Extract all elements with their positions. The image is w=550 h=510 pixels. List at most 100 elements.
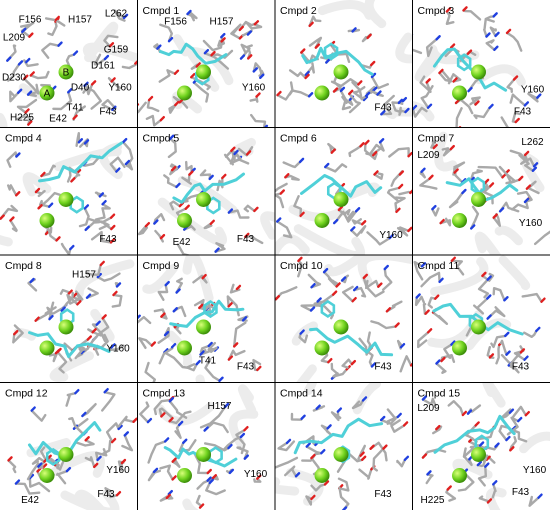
atom-tip xyxy=(270,467,273,470)
ribbon xyxy=(395,32,413,64)
residue-stick xyxy=(153,398,172,416)
panel-title: Cmpd 4 xyxy=(5,132,42,144)
atom-tip xyxy=(335,282,341,288)
ribbon xyxy=(434,131,458,172)
scene: Cmpd 12 Y160 E42 F43 xyxy=(5,387,138,510)
panel: Cmpd 10 F43 xyxy=(275,255,413,383)
residue-label: F43 xyxy=(99,107,117,118)
residue-stick xyxy=(84,456,96,468)
residue-stick xyxy=(419,75,432,93)
atom-tip xyxy=(227,443,233,450)
atom-tip xyxy=(0,214,5,220)
atom-tip xyxy=(182,438,188,444)
atom-tip xyxy=(115,167,121,173)
atom-tip xyxy=(72,114,78,120)
residue-stick xyxy=(101,203,111,217)
atom-tip xyxy=(198,503,205,509)
residue-stick xyxy=(523,329,538,338)
metal-sphere xyxy=(471,64,486,80)
atom-tip xyxy=(494,31,500,38)
atom-tip xyxy=(241,316,248,322)
residue-stick xyxy=(332,368,348,378)
residue-stick xyxy=(373,172,384,180)
atom-tip xyxy=(221,173,227,180)
atom-tip xyxy=(525,184,532,190)
atom-tip xyxy=(91,328,97,334)
residue-stick xyxy=(157,283,169,301)
atom-tip xyxy=(366,33,372,40)
atom-tip xyxy=(324,162,330,169)
metal-sphere xyxy=(333,192,349,207)
atom-tip xyxy=(339,86,346,93)
residue-stick xyxy=(181,173,192,185)
residue-stick xyxy=(34,189,46,198)
atom-tip xyxy=(235,284,242,291)
atom-tip xyxy=(326,424,332,430)
atom-tip xyxy=(109,213,116,219)
residue-stick xyxy=(41,42,60,59)
ribbon xyxy=(0,112,8,128)
panel: Cmpd 2 F43 xyxy=(276,0,413,120)
residue-stick xyxy=(513,345,526,361)
residue-label: Y160 xyxy=(523,465,547,476)
atom-tip xyxy=(299,329,305,335)
atom-tip xyxy=(370,60,376,67)
residue-stick xyxy=(290,412,303,421)
atom-tip xyxy=(23,74,29,80)
residue-stick xyxy=(441,147,452,157)
residue-stick xyxy=(476,456,488,468)
atom-tip xyxy=(198,303,204,310)
atom-tip xyxy=(379,415,386,422)
atom-tip xyxy=(449,43,456,49)
residue-stick xyxy=(419,177,438,190)
atom-tip xyxy=(86,335,93,341)
atom-tip xyxy=(450,256,456,263)
residue-stick xyxy=(85,263,102,276)
sphere-label: A xyxy=(44,89,51,100)
residue-stick xyxy=(6,44,17,62)
residue-label: E42 xyxy=(49,114,67,125)
residue-stick xyxy=(175,277,183,294)
ribbon xyxy=(317,0,374,20)
atom-tip xyxy=(223,402,230,409)
ribbon xyxy=(182,498,199,510)
ribbon xyxy=(482,382,506,408)
atom-tip xyxy=(297,256,303,263)
residue-stick xyxy=(199,346,218,356)
residue-stick xyxy=(509,149,529,163)
atom-tip xyxy=(98,192,105,198)
atom-tip xyxy=(300,48,306,54)
atom-tip xyxy=(29,277,35,284)
residue-stick xyxy=(511,199,529,211)
residue-stick xyxy=(203,421,229,434)
residue-stick xyxy=(386,415,399,425)
residue-stick xyxy=(485,39,496,51)
atom-tip xyxy=(435,424,441,431)
residue-stick xyxy=(288,89,311,98)
atom-tip xyxy=(153,219,159,225)
atom-tip xyxy=(348,89,354,96)
residue-stick xyxy=(396,226,410,237)
panel: Cmpd 5 E42 F43 xyxy=(137,132,275,255)
atom-tip xyxy=(177,420,184,427)
residue-stick xyxy=(204,358,221,382)
residue-stick xyxy=(399,355,413,373)
residue-stick xyxy=(168,410,192,425)
residue-stick xyxy=(147,469,161,482)
residue-label: G159 xyxy=(104,45,129,56)
residue-stick xyxy=(412,106,428,118)
scene: Cmpd 7 L262 L209 Y160 xyxy=(417,131,550,255)
atom-tip xyxy=(382,444,388,450)
residue-stick xyxy=(348,145,362,158)
atom-tip xyxy=(395,207,401,214)
residue-stick xyxy=(276,220,293,239)
atom-tip xyxy=(279,189,285,195)
residue-stick xyxy=(244,235,264,245)
atom-tip xyxy=(428,174,434,180)
residue-stick xyxy=(205,481,226,496)
atom-tip xyxy=(115,282,122,288)
panel: Cmpd 9 T41 F43 xyxy=(137,255,262,383)
scene: Cmpd 15 L209 Y160 H225 F43 xyxy=(417,382,550,510)
ribbon xyxy=(364,0,387,29)
atom-tip xyxy=(332,218,339,225)
